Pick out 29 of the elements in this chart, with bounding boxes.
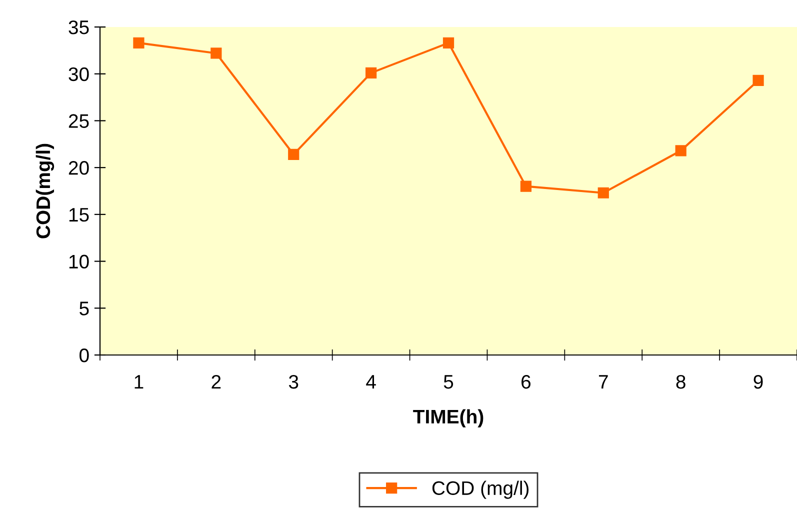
y-tick-label: 20 bbox=[68, 161, 89, 175]
x-axis-title: TIME(h) bbox=[413, 409, 484, 428]
x-tick-label: 6 bbox=[522, 374, 530, 389]
x-tick-label: 3 bbox=[288, 374, 298, 389]
y-tick-label: 5 bbox=[80, 302, 89, 316]
point bbox=[366, 67, 377, 78]
y-tick-label: 30 bbox=[68, 67, 89, 82]
x-tick-label: 5 bbox=[444, 375, 454, 389]
legend-label: COD (mg/l) bbox=[432, 480, 529, 499]
x-tick-label: 4 bbox=[366, 375, 376, 389]
point bbox=[520, 180, 532, 192]
y-tick-label: 15 bbox=[69, 208, 89, 222]
x-tick-label: 2 bbox=[212, 374, 221, 389]
x-tick-label: 9 bbox=[754, 374, 763, 389]
point bbox=[442, 37, 454, 48]
y-tick-label: 25 bbox=[68, 114, 89, 128]
point bbox=[133, 37, 144, 48]
point bbox=[752, 74, 764, 86]
point bbox=[598, 187, 609, 198]
point bbox=[288, 148, 300, 160]
point bbox=[675, 145, 686, 156]
point bbox=[210, 48, 222, 59]
y-tick-label: 0 bbox=[80, 348, 89, 362]
x-tick-label: 7 bbox=[598, 375, 608, 389]
y-tick-label: 10 bbox=[69, 254, 89, 269]
y-tick-label: 35 bbox=[68, 20, 89, 34]
x-tick-label: 1 bbox=[134, 375, 144, 389]
y-axis-title: COD(mg/l) bbox=[36, 144, 54, 238]
x-tick-label: 8 bbox=[676, 374, 686, 389]
